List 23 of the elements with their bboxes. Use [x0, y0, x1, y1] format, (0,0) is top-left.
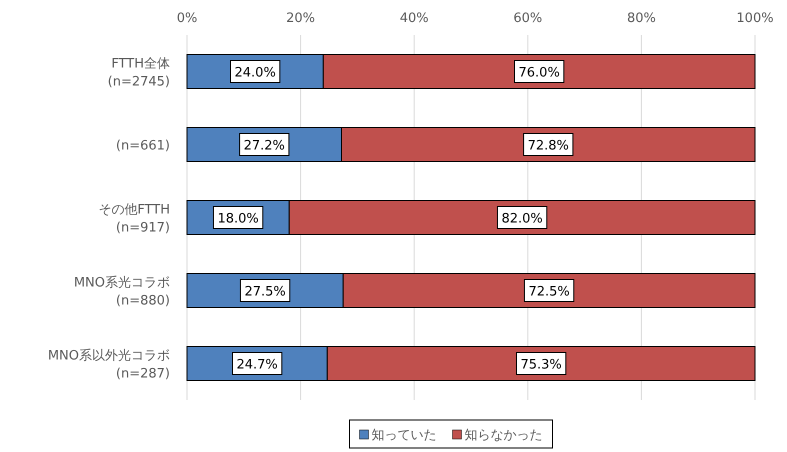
x-tick-label: 20% — [286, 11, 316, 26]
y-tick-label: (n=661) — [116, 138, 170, 154]
data-label: 27.2% — [244, 138, 285, 154]
y-tick-label: その他FTTH (n=917) — [98, 202, 170, 236]
x-tick-label: 60% — [513, 11, 542, 26]
data-label: 72.5% — [528, 284, 570, 300]
data-label: 24.7% — [236, 358, 278, 372]
legend-label: 知っていた — [372, 428, 436, 443]
x-tick-label: 0% — [176, 11, 198, 26]
y-tick-label: FTTH全体 (n=2745) — [108, 56, 170, 90]
data-label: 27.5% — [244, 284, 286, 300]
data-label: 72.8% — [528, 138, 569, 154]
data-label: 82.0% — [501, 212, 543, 226]
y-tick-label: MNO系光コラボ (n=880) — [74, 276, 170, 308]
data-label: 75.3% — [520, 358, 562, 372]
x-tick-label: 80% — [626, 11, 656, 26]
legend-label: 知らなかった — [464, 428, 542, 443]
data-label: 24.0% — [234, 66, 276, 80]
x-tick-label: 100% — [736, 11, 774, 26]
data-label: 18.0% — [217, 212, 259, 226]
y-tick-label: MNO系以外光コラボ (n=287) — [48, 348, 170, 382]
x-tick-label: 40% — [400, 11, 429, 26]
data-label: 76.0% — [518, 66, 560, 80]
